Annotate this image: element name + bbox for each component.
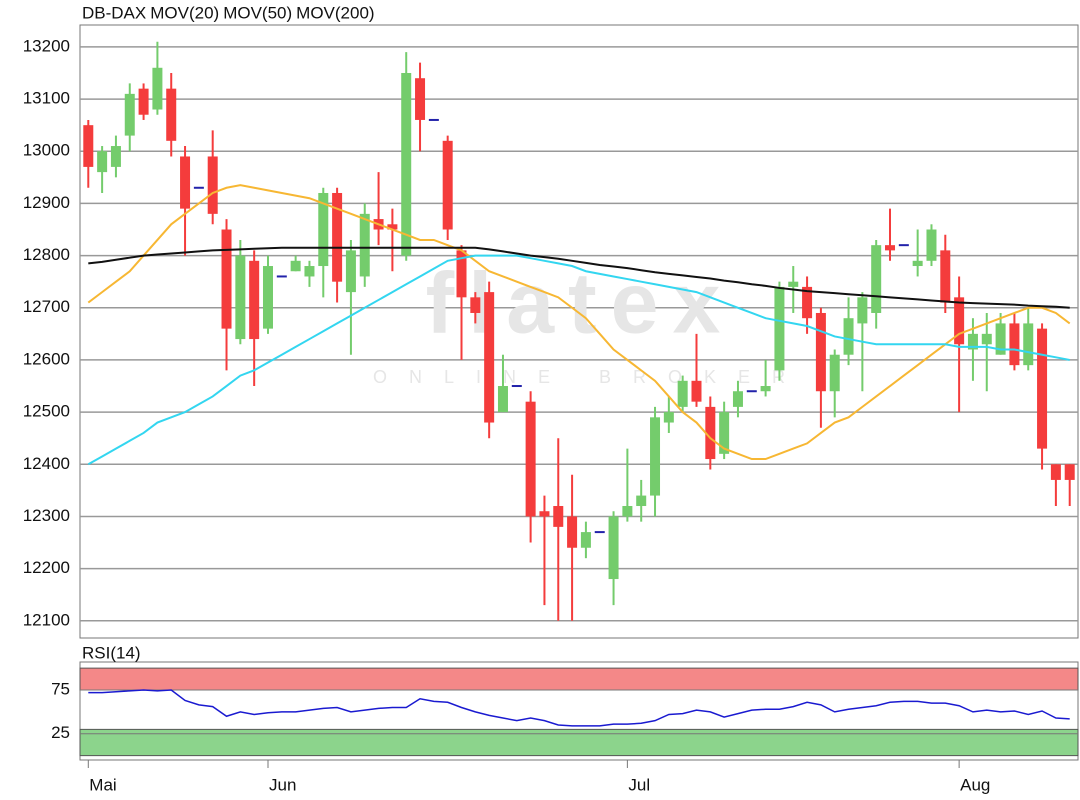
x-tick-label: Jul [628,775,650,794]
candle-body [290,260,301,272]
candle-body [580,532,591,548]
y-tick-label: 12600 [23,349,70,368]
candle-body [97,151,108,173]
candle-body [442,140,453,230]
candle-body [539,511,550,517]
candle-body [691,380,702,402]
y-tick-label: 12400 [23,454,70,473]
candle-body [124,93,135,136]
y-tick-label: 13000 [23,141,70,160]
candle-body [912,260,923,267]
y-tick-label: 12800 [23,245,70,264]
candle-body [415,78,426,120]
candle-body [940,250,951,303]
candle-body [788,281,799,287]
candle-body [705,406,716,460]
legend-entry: MOV(200) [296,3,374,22]
candle-body [387,224,398,230]
candle-body [525,401,536,517]
candle-body [567,516,578,548]
main-plot-frame [79,24,1079,639]
candle-body [622,506,633,517]
candle-body [857,297,868,324]
legend-entry: MOV(20) [150,3,219,22]
moving-average-line [87,254,1070,466]
y-tick-label: 12100 [23,610,70,629]
candle-body [456,250,467,298]
watermark-tagline: ONLINE BROKER [373,367,807,387]
candle-body [871,245,882,313]
candle-body [83,125,94,167]
candle-body [981,333,992,345]
candle-body [954,297,965,345]
x-tick-label: Aug [960,775,990,794]
candle-body [636,495,647,507]
candle-body [180,156,191,209]
candle-body [1009,323,1020,366]
candle-body [967,333,978,350]
candle-body [359,213,370,277]
candle-body [926,229,937,261]
candle-body [497,386,508,413]
candle-body [677,380,688,407]
x-tick-label: Mai [89,775,116,794]
candle-body [304,266,315,277]
candle-body [829,354,840,392]
candle-body [110,146,121,167]
y-tick-label: 25 [51,723,70,742]
moving-average-line [88,246,1070,309]
y-tick-label: 12300 [23,506,70,525]
candle-body [774,286,785,371]
candle-body [843,318,854,355]
candle-body [484,292,495,423]
candle-body [1064,464,1075,480]
y-tick-label: 75 [51,679,70,698]
y-tick-label: 12900 [23,193,70,212]
candle-body [401,72,412,256]
candle-body [207,156,218,214]
candle-body [732,391,743,407]
legend-entry: DB-DAX [82,3,146,22]
candle-body [760,386,771,392]
y-tick-label: 13100 [23,89,70,108]
candle-body [235,255,246,340]
candle-body [553,506,564,527]
candle-body [345,250,356,293]
candle-body [166,88,177,141]
candle-body [221,229,232,329]
candle-body [249,260,260,340]
rsi-line [88,689,1070,727]
candle-body [995,323,1006,355]
candle-body [608,516,619,580]
candle-body [663,412,674,423]
y-tick-label: 12200 [23,558,70,577]
candle-body [815,312,826,392]
legend-entry: MOV(50) [223,3,292,22]
candle-body [802,286,813,319]
moving-average-line [87,184,1071,461]
candle-body [152,67,163,110]
candle-body [719,412,730,454]
candle-body [318,192,329,267]
y-tick-label: 12500 [23,402,70,421]
candle-body [262,266,273,329]
candle-body [1050,464,1061,480]
candle-body [470,297,481,313]
candle-body [332,192,343,282]
rsi-band [79,667,1079,691]
candle-body [1037,328,1048,449]
y-tick-label: 13200 [23,36,70,55]
rsi-label: RSI(14) [82,643,141,662]
candle-body [1023,323,1034,366]
candle-body [650,417,661,496]
candle-body [885,245,896,251]
y-tick-label: 12700 [23,297,70,316]
candle-body [138,88,149,115]
x-tick-label: Jun [269,775,296,794]
